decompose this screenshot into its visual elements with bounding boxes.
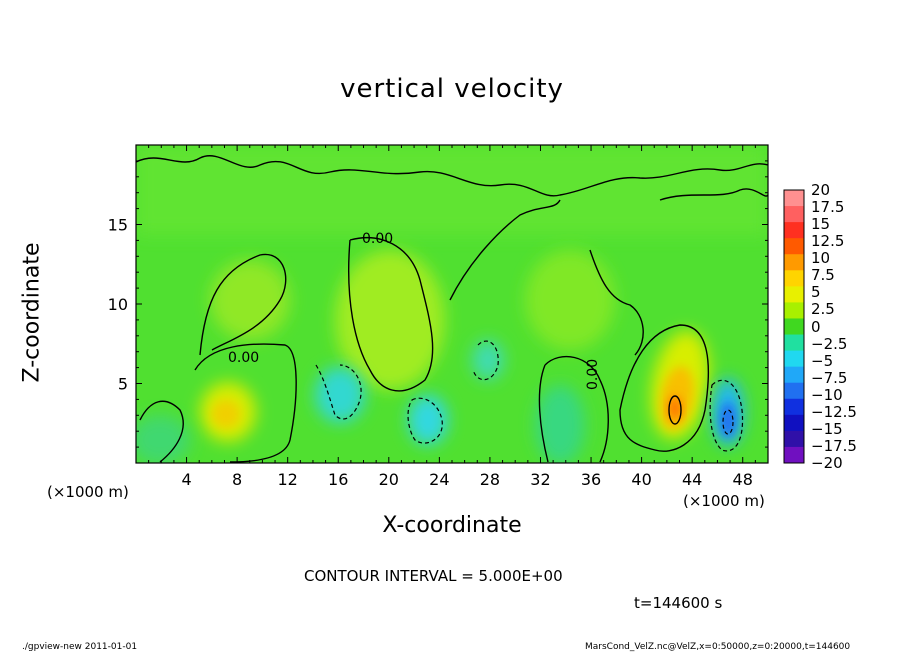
colorbar-swatch <box>784 318 804 336</box>
x-unit-label-left: (×1000 m) <box>47 483 129 501</box>
colorbar-swatch <box>784 254 804 271</box>
colorbar-swatch <box>784 366 804 384</box>
colorbar-tick-label: −17.5 <box>811 436 857 455</box>
contour-interval: CONTOUR INTERVAL = 5.000E+00 <box>304 567 563 585</box>
colorbar-tick-label: 10 <box>811 249 831 268</box>
x-tick-label: 48 <box>733 470 753 489</box>
colorbar-tick-label: −20 <box>811 454 843 472</box>
colorbar-frame <box>783 189 805 464</box>
colorbar-tick-label: −5 <box>811 351 834 370</box>
y-axis: 5 10 15 <box>108 160 768 448</box>
colorbar <box>783 189 805 464</box>
colorbar-swatch <box>784 302 804 319</box>
colorbar-swatch <box>784 270 804 287</box>
colorbar-swatch <box>784 398 804 416</box>
contour-lines <box>136 155 768 463</box>
x-tick-label: 20 <box>379 470 399 489</box>
x-axis: 4 8 12 16 20 24 28 32 36 40 44 48 <box>148 145 756 489</box>
colorbar-tick-label: 2.5 <box>811 300 835 319</box>
x-tick-label: 32 <box>530 470 550 489</box>
y-tick-label: 5 <box>118 375 128 394</box>
colorbar-tick-label: 12.5 <box>811 232 845 251</box>
x-tick-label: 4 <box>181 470 191 489</box>
footer-left: ./gpview-new 2011-01-01 <box>22 642 138 652</box>
x-tick-label: 24 <box>429 470 449 489</box>
colorbar-swatch <box>784 446 804 464</box>
time-label: t=144600 s <box>634 594 723 612</box>
contour-label: 0.00 <box>585 359 601 390</box>
colorbar-tick-label: 15 <box>811 215 831 234</box>
colorbar-swatch <box>784 206 804 223</box>
x-tick-label: 44 <box>682 470 702 489</box>
x-unit-label-right: (×1000 m) <box>683 492 765 510</box>
x-tick-label: 28 <box>480 470 500 489</box>
colorbar-swatch <box>784 222 804 239</box>
heatmap-field <box>136 145 768 463</box>
x-tick-label: 12 <box>278 470 298 489</box>
contour-label: 0.00 <box>228 350 259 366</box>
x-axis-label: X-coordinate <box>382 513 522 538</box>
colorbar-tick-label: −12.5 <box>811 402 857 421</box>
x-tick-label: 8 <box>232 470 242 489</box>
x-tick-label: 16 <box>328 470 348 489</box>
colorbar-swatch <box>784 286 804 303</box>
negative-contours <box>315 340 744 452</box>
colorbar-swatch <box>784 350 804 368</box>
colorbar-swatch <box>784 430 804 448</box>
colorbar-swatch <box>784 190 804 207</box>
colorbar-swatch <box>784 334 804 352</box>
colorbar-tick-label: 17.5 <box>811 198 845 217</box>
colorbar-swatch <box>784 238 804 255</box>
footer-right: MarsCond_VelZ.nc@VelZ,x=0:50000,z=0:2000… <box>585 642 851 652</box>
x-tick-label: 40 <box>631 470 651 489</box>
colorbar-tick-label: −2.5 <box>811 334 848 353</box>
y-tick-label: 10 <box>108 295 128 314</box>
colorbar-tick-label: 5 <box>811 283 821 302</box>
x-tick-label: 36 <box>581 470 601 489</box>
colorbar-swatch <box>784 414 804 432</box>
colorbar-tick-label: −15 <box>811 419 843 438</box>
y-tick-label: 15 <box>108 216 128 235</box>
chart-title: vertical velocity <box>340 74 564 104</box>
colorbar-swatch <box>784 382 804 400</box>
contour-label: 0.00 <box>362 231 393 247</box>
colorbar-tick-label: −10 <box>811 385 843 404</box>
y-axis-label: Z-coordinate <box>19 242 45 383</box>
colorbar-tick-label: 7.5 <box>811 266 835 285</box>
colorbar-tick-label: −7.5 <box>811 368 848 387</box>
colorbar-tick-label: 20 <box>811 181 831 199</box>
colorbar-tick-label: 0 <box>811 317 821 336</box>
